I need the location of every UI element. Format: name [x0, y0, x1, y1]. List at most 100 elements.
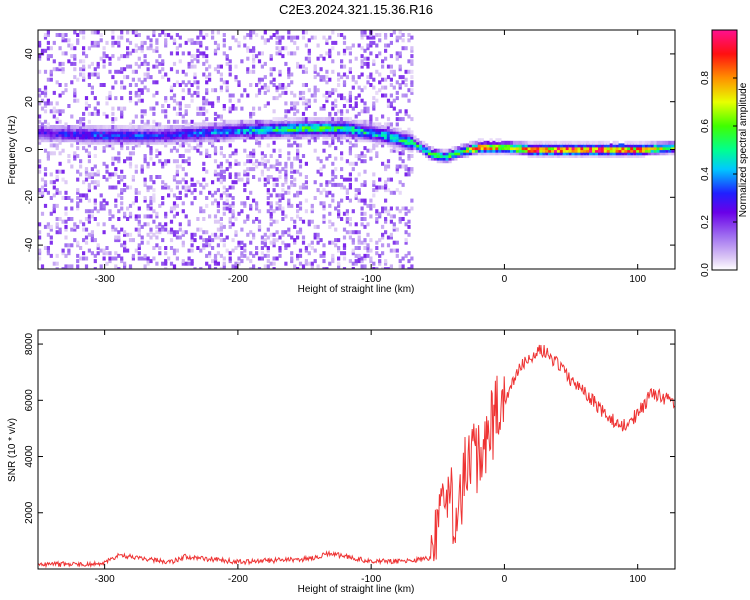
- spectrogram-cell: [436, 156, 440, 161]
- spectrogram-cell: [252, 127, 256, 132]
- spectrogram-cell: [46, 132, 50, 137]
- spectrogram-cell: [38, 125, 42, 129]
- spectrogram-cell: [369, 35, 373, 40]
- spectrogram-cell: [337, 246, 341, 250]
- spectrogram-cell: [87, 72, 91, 77]
- spectrogram-cell: [93, 125, 97, 129]
- spectrogram-cell: [266, 122, 270, 127]
- spectrogram-cell: [146, 132, 150, 137]
- spectrogram-cell: [228, 175, 232, 179]
- spectrogram-cell: [178, 227, 182, 232]
- spectrogram-cell: [360, 182, 364, 187]
- spectrogram-cell: [381, 185, 385, 190]
- spectrogram-cell: [369, 138, 373, 143]
- spectrogram-cell: [252, 175, 256, 179]
- spectrogram-cell: [52, 135, 56, 140]
- spectrogram-cell: [304, 175, 308, 179]
- spectrogram-cell: [111, 119, 115, 124]
- spectrogram-cell: [266, 201, 270, 206]
- spectrogram-cell: [61, 132, 65, 137]
- spectrogram-cell: [618, 148, 622, 153]
- spectrogram-cell: [237, 43, 241, 48]
- spectrogram-cell: [126, 64, 130, 69]
- spectrogram-cell: [164, 125, 168, 129]
- spectrogram-cell: [146, 135, 150, 140]
- spectrogram-cell: [213, 232, 218, 237]
- spectrogram-cell: [328, 35, 332, 40]
- spectrogram-cell: [222, 132, 226, 137]
- spectrogram-cell: [348, 172, 352, 177]
- spectrogram-cell: [79, 72, 83, 77]
- spectrogram-cell: [577, 151, 581, 156]
- spectrogram-cell: [155, 243, 159, 248]
- spectrogram-cell: [301, 96, 306, 101]
- spectrogram-cell: [126, 51, 130, 56]
- spectrogram-cell: [111, 85, 115, 90]
- spectrogram-cell: [202, 106, 206, 111]
- spectrogram-cell: [369, 198, 373, 203]
- spectrogram-cell: [43, 130, 48, 135]
- spectrogram-cell: [255, 217, 259, 221]
- spectrogram-cell: [296, 135, 300, 140]
- spectrogram-cell: [366, 46, 370, 51]
- spectrogram-cell: [84, 217, 89, 221]
- spectrogram-cell: [216, 64, 220, 69]
- spectrogram-cell: [190, 98, 194, 103]
- spectrogram-cell: [272, 125, 276, 129]
- spectrogram-cell: [574, 143, 578, 148]
- spectrogram-cell: [87, 143, 91, 148]
- spectrogram-cell: [606, 146, 610, 151]
- spectrogram-cell: [131, 253, 135, 258]
- spectrogram-cell: [93, 140, 97, 145]
- spectrogram-cell: [310, 135, 314, 140]
- spectrogram-cell: [64, 125, 68, 129]
- spectrogram-cell: [366, 43, 370, 48]
- spectrogram-cell: [281, 90, 285, 95]
- spectrogram-cell: [140, 98, 144, 103]
- spectrogram-cell: [392, 240, 396, 245]
- spectrogram-cell: [296, 230, 300, 235]
- spectrogram-cell: [466, 148, 470, 153]
- spectrogram-cell: [369, 127, 373, 132]
- spectrogram-cell: [266, 248, 270, 253]
- spectrogram-cell: [542, 148, 546, 153]
- spectrogram-cell: [234, 106, 238, 111]
- spectrogram-cell: [175, 80, 179, 85]
- spectrogram-cell: [219, 267, 223, 269]
- spectrogram-cell: [128, 40, 133, 45]
- spectrogram-cell: [272, 130, 276, 135]
- spectrogram-cell: [158, 122, 162, 127]
- spectrogram-cell: [310, 219, 314, 224]
- spectrogram-cell: [128, 264, 133, 269]
- spectrogram-cell: [96, 61, 100, 66]
- spectrogram-cell: [266, 159, 270, 164]
- spectrogram-cell: [360, 198, 364, 203]
- spectrogram-cell: [117, 132, 121, 137]
- spectrogram-cell: [392, 132, 396, 137]
- spectrogram-cell: [322, 56, 326, 61]
- spectrogram-cell: [316, 117, 320, 122]
- spectrogram-cell: [161, 224, 165, 229]
- spectrogram-cell: [38, 93, 42, 98]
- spectrogram-cell: [410, 75, 414, 80]
- spectrogram-cell: [178, 59, 182, 64]
- spectrogram-cell: [407, 98, 411, 103]
- spectrogram-cell: [249, 33, 253, 37]
- spectrogram-cell: [348, 125, 352, 129]
- spectrogram-cell: [580, 140, 584, 145]
- spectrogram-cell: [404, 167, 408, 172]
- spectrogram-cell: [181, 51, 185, 56]
- spectrogram-cell: [46, 222, 50, 227]
- spectrogram-cell: [55, 169, 59, 174]
- spectrogram-cell: [82, 227, 86, 232]
- spectrogram-cell: [592, 148, 596, 153]
- spectrogram-cell: [240, 135, 244, 140]
- spectrogram-cell: [61, 251, 65, 256]
- spectrogram-cell: [123, 264, 127, 269]
- spectrogram-cell: [255, 159, 259, 164]
- spectrogram-cell: [196, 135, 200, 140]
- spectrogram-cell: [205, 253, 209, 258]
- spectrogram-cell: [46, 33, 50, 37]
- spectrogram-cell: [114, 69, 118, 74]
